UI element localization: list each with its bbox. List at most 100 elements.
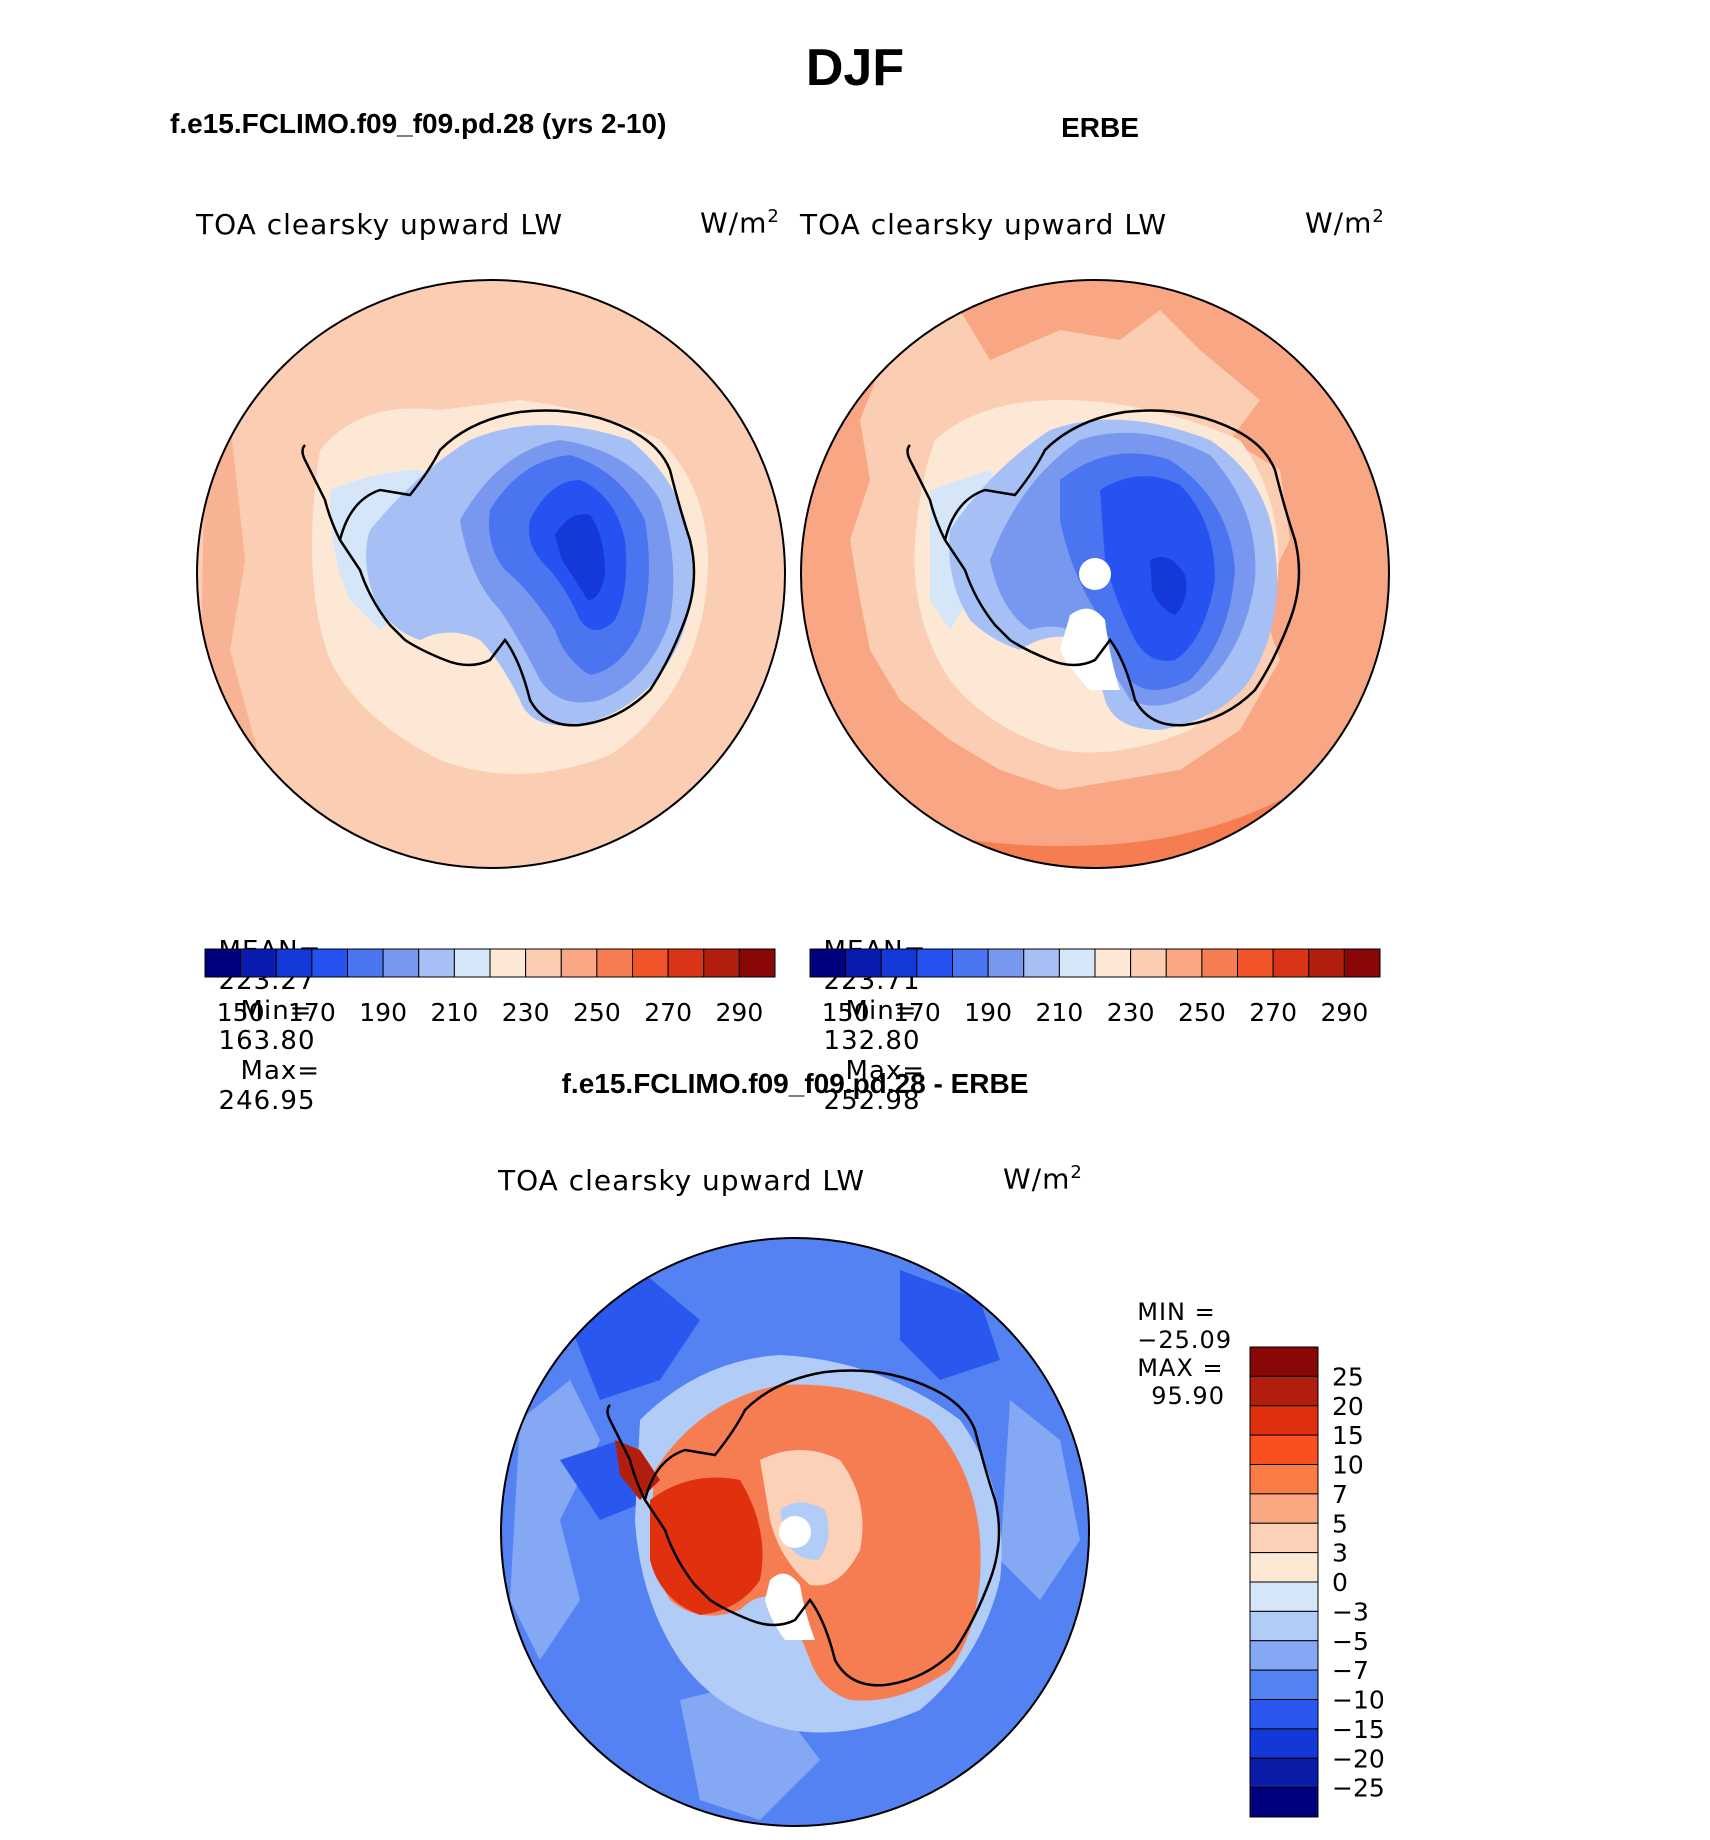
colorbar-right-swatch [845,948,882,978]
colorbar-diff-swatch [1249,1610,1319,1642]
colorbar-diff-swatch [1249,1375,1319,1407]
colorbar-right-swatch [1308,948,1345,978]
colorbar-diff-tick-label: 20 [1332,1392,1364,1421]
colorbar-left-tick-label: 270 [644,998,692,1027]
panel-right-units: W/m2 [1305,206,1385,239]
colorbar-diff-tick-label: 5 [1332,1509,1348,1538]
colorbar-right-swatch [1023,948,1060,978]
colorbar-diff-swatch [1249,1346,1319,1377]
map-left [197,280,785,868]
season-title: DJF [805,39,905,97]
colorbar-diff-tick-label: −20 [1332,1744,1385,1773]
colorbar-right-swatch [1130,948,1167,978]
colorbar-right-tick-label: 290 [1321,998,1369,1027]
colorbar-right-swatch [1058,948,1096,978]
diff-title: f.e15.FCLIMO.f09_f09.pd.28 - ERBE [561,1068,1029,1099]
colorbar-left-tick-label: 230 [502,998,550,1027]
colorbar-left-swatch [382,948,420,978]
colorbar-left-swatch [632,948,669,978]
colorbar-right-tick-label: 150 [822,998,870,1027]
colorbar-right-swatch [987,948,1025,978]
left-max-label: Max= [240,1056,321,1086]
colorbar-left-swatch [418,948,455,978]
panel-right-variable: TOA clearsky upward LW [800,208,1168,241]
colorbar-left-swatch [275,948,313,978]
colorbar-diff-tick-label: 15 [1332,1421,1364,1450]
colorbar-left-swatch [525,948,562,978]
diff-units-text: W/m [1003,1162,1071,1196]
panel-right-title: ERBE [900,112,1300,144]
map-diff-ice-shelf-gap [765,1573,815,1640]
colorbar-right-swatch [1272,948,1310,978]
colorbar-right-swatch [1343,948,1381,978]
colorbar-diff-tick-label: 0 [1332,1568,1348,1597]
colorbar-right-tick-label: 190 [964,998,1012,1027]
map-diff-frame [500,1237,1090,1827]
colorbar-right-tick-label: 210 [1036,998,1084,1027]
colorbar-diff-tick-label: −7 [1332,1656,1369,1685]
colorbar-diff-swatch [1249,1787,1319,1818]
colorbar-right-swatch [809,948,847,978]
colorbar-right-tick-label: 230 [1107,998,1155,1027]
diff-max-value: 95.90 [1151,1382,1225,1410]
diff-units: W/m2 [1003,1162,1083,1195]
colorbar-left-swatch [489,948,527,978]
map-right-pole-hole [1079,558,1111,590]
diff-max-label: MAX = [1137,1354,1224,1382]
colorbar-right-swatch [1237,948,1274,978]
colorbar-diff-swatch [1249,1581,1319,1612]
panel-right-units-text: W/m [1305,206,1373,240]
map-diff [501,1238,1089,1826]
colorbar-left-tick-label: 150 [217,998,265,1027]
colorbar-diff-tick-label: 10 [1332,1451,1364,1480]
map-right-peninsula [906,444,947,541]
colorbar-left-swatch [453,948,491,978]
colorbar-right-tick-label: 270 [1249,998,1297,1027]
colorbar-diff-swatch [1249,1464,1319,1495]
right-max-value: 252.98 [823,1086,921,1116]
panel-left-units-sup: 2 [767,206,780,227]
left-max-value: 246.95 [218,1086,316,1116]
diff-min-label: MIN = [1137,1298,1216,1326]
map-left-coastline [338,409,696,727]
map-right-plateau-core [1150,557,1187,615]
colorbar-diff-swatch [1249,1405,1319,1436]
colorbar-left-swatch [240,948,277,978]
map-diff-ocean-patches [510,1380,1080,1820]
colorbar-right-swatch [880,948,918,978]
colorbar-diff-tick-label: −5 [1332,1627,1369,1656]
right-max-label: Max= [845,1056,926,1086]
colorbar-right: 150 170 190 210 230 250 270 290 [809,948,1381,1027]
left-min-label: Min= [240,996,313,1026]
colorbar-left-tick-label: 170 [288,998,336,1027]
colorbar-diff-swatch [1249,1522,1319,1554]
colorbar-diff-tick-label: −10 [1332,1686,1385,1715]
colorbar-left: 150 170 190 210 230 250 270 290 [204,948,776,1027]
map-left-frame [196,279,786,869]
colorbar-diff-tick-label: 7 [1332,1480,1348,1509]
colorbar-diff-swatch [1249,1669,1319,1700]
colorbar-left-swatch [596,948,633,978]
diff-min-value: −25.09 [1137,1326,1233,1354]
colorbar-diff-swatch [1249,1434,1319,1465]
colorbar-right-swatch [952,948,989,978]
colorbar-left-tick-label: 210 [431,998,479,1027]
colorbar-left-tick-label: 190 [359,998,407,1027]
panel-left-units: W/m2 [700,206,780,239]
colorbar-diff-swatch [1249,1552,1319,1583]
map-diff-ocean-dark [560,1270,1000,1520]
panel-right-units-sup: 2 [1372,206,1385,227]
colorbar-left-swatch [347,948,384,978]
map-diff-coastline [643,1369,1001,1687]
colorbar-diff-swatch [1249,1757,1319,1789]
colorbar-diff-tick-label: 3 [1332,1539,1348,1568]
panel-left-variable: TOA clearsky upward LW [196,208,564,241]
colorbar-diff-swatch [1249,1699,1319,1730]
colorbar-left-swatch [703,948,740,978]
colorbar-left-swatch [738,948,776,978]
diff-min-max: MIN = −25.09 MAX = 95.90 [1120,1270,1232,1410]
panel-left-title: f.e15.FCLIMO.f09_f09.pd.28 (yrs 2-10) [170,108,667,139]
colorbar-diff-tick-label: −25 [1332,1774,1385,1803]
